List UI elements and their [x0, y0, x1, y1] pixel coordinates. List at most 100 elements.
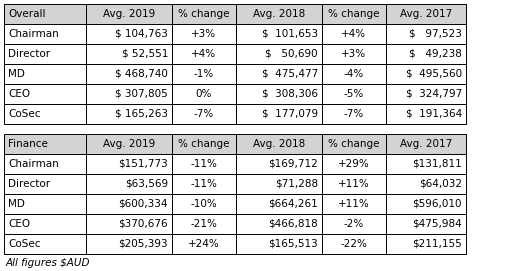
Text: -1%: -1%: [194, 69, 214, 79]
Bar: [86, 234, 172, 254]
Bar: [322, 24, 386, 44]
Bar: [386, 214, 466, 234]
Text: $151,773: $151,773: [118, 159, 168, 169]
Text: -7%: -7%: [344, 109, 364, 119]
Bar: [172, 154, 236, 174]
Bar: [4, 24, 86, 44]
Text: $71,288: $71,288: [275, 179, 318, 189]
Text: $664,261: $664,261: [268, 199, 318, 209]
Text: $ 104,763: $ 104,763: [115, 29, 168, 39]
Text: $  475,477: $ 475,477: [262, 69, 318, 79]
Text: % change: % change: [178, 139, 230, 149]
Bar: [322, 4, 386, 24]
Text: -2%: -2%: [344, 219, 364, 229]
Text: All figures $AUD: All figures $AUD: [6, 257, 91, 267]
Bar: [4, 214, 86, 234]
Bar: [322, 134, 386, 154]
Bar: [236, 44, 322, 64]
Bar: [322, 104, 386, 124]
Text: $  495,560: $ 495,560: [406, 69, 462, 79]
Bar: [172, 24, 236, 44]
Text: Finance: Finance: [8, 139, 48, 149]
Text: $ 165,263: $ 165,263: [115, 109, 168, 119]
Text: +3%: +3%: [192, 29, 217, 39]
Text: $  308,306: $ 308,306: [262, 89, 318, 99]
Bar: [172, 84, 236, 104]
Text: MD: MD: [8, 69, 25, 79]
Text: +29%: +29%: [338, 159, 370, 169]
Bar: [236, 154, 322, 174]
Bar: [86, 174, 172, 194]
Bar: [172, 134, 236, 154]
Text: Avg. 2017: Avg. 2017: [400, 139, 452, 149]
Bar: [236, 174, 322, 194]
Text: $63,569: $63,569: [125, 179, 168, 189]
Text: $  177,079: $ 177,079: [262, 109, 318, 119]
Text: -10%: -10%: [191, 199, 217, 209]
Bar: [172, 4, 236, 24]
Text: $205,393: $205,393: [118, 239, 168, 249]
Text: $165,513: $165,513: [268, 239, 318, 249]
Bar: [172, 104, 236, 124]
Bar: [236, 194, 322, 214]
Bar: [86, 84, 172, 104]
Bar: [322, 154, 386, 174]
Text: -7%: -7%: [194, 109, 214, 119]
Bar: [172, 44, 236, 64]
Bar: [386, 234, 466, 254]
Text: $475,984: $475,984: [412, 219, 462, 229]
Text: -21%: -21%: [191, 219, 217, 229]
Bar: [4, 174, 86, 194]
Text: Overall: Overall: [8, 9, 45, 19]
Bar: [322, 84, 386, 104]
Bar: [4, 84, 86, 104]
Bar: [86, 154, 172, 174]
Text: Avg. 2017: Avg. 2017: [400, 9, 452, 19]
Bar: [236, 84, 322, 104]
Bar: [386, 194, 466, 214]
Text: % change: % change: [178, 9, 230, 19]
Bar: [172, 234, 236, 254]
Text: CoSec: CoSec: [8, 239, 41, 249]
Bar: [86, 134, 172, 154]
Text: Avg. 2019: Avg. 2019: [103, 9, 155, 19]
Text: % change: % change: [328, 139, 380, 149]
Text: $ 52,551: $ 52,551: [122, 49, 168, 59]
Text: Chairman: Chairman: [8, 29, 59, 39]
Bar: [386, 154, 466, 174]
Text: 0%: 0%: [196, 89, 212, 99]
Text: $  191,364: $ 191,364: [406, 109, 462, 119]
Text: $   50,690: $ 50,690: [265, 49, 318, 59]
Bar: [172, 194, 236, 214]
Text: -5%: -5%: [344, 89, 364, 99]
Text: -11%: -11%: [191, 179, 217, 189]
Bar: [322, 214, 386, 234]
Bar: [4, 4, 86, 24]
Text: $  324,797: $ 324,797: [406, 89, 462, 99]
Text: +11%: +11%: [338, 199, 370, 209]
Bar: [322, 64, 386, 84]
Bar: [236, 214, 322, 234]
Bar: [4, 44, 86, 64]
Text: -22%: -22%: [340, 239, 367, 249]
Bar: [4, 64, 86, 84]
Bar: [236, 234, 322, 254]
Text: +24%: +24%: [188, 239, 220, 249]
Text: $370,676: $370,676: [118, 219, 168, 229]
Text: $131,811: $131,811: [412, 159, 462, 169]
Bar: [386, 104, 466, 124]
Bar: [236, 24, 322, 44]
Bar: [386, 24, 466, 44]
Bar: [4, 234, 86, 254]
Bar: [86, 214, 172, 234]
Text: -11%: -11%: [191, 159, 217, 169]
Text: -4%: -4%: [344, 69, 364, 79]
Text: $   97,523: $ 97,523: [409, 29, 462, 39]
Bar: [386, 44, 466, 64]
Text: Avg. 2019: Avg. 2019: [103, 139, 155, 149]
Text: $211,155: $211,155: [412, 239, 462, 249]
Text: CoSec: CoSec: [8, 109, 41, 119]
Text: % change: % change: [328, 9, 380, 19]
Text: CEO: CEO: [8, 219, 30, 229]
Bar: [322, 194, 386, 214]
